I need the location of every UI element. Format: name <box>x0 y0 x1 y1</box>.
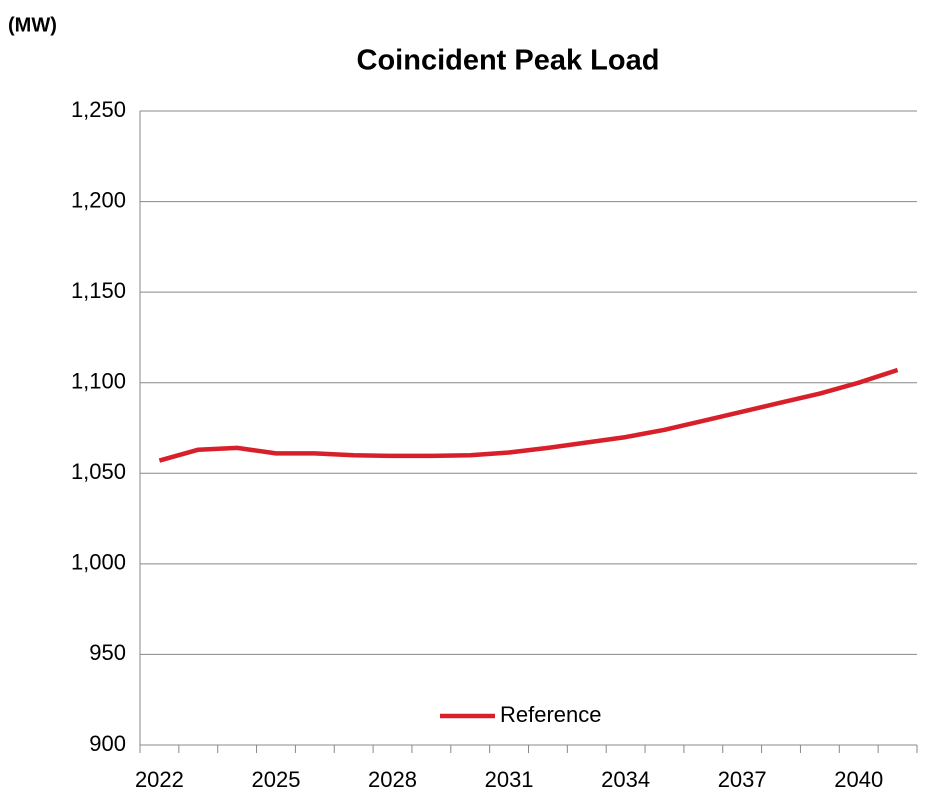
x-tick-label: 2022 <box>135 767 184 792</box>
y-axis-label: (MW) <box>8 14 57 36</box>
y-tick-label: 1,200 <box>71 187 126 212</box>
chart-title: Coincident Peak Load <box>357 45 660 77</box>
x-tick-label: 2028 <box>368 767 417 792</box>
legend-label: Reference <box>500 702 602 727</box>
y-tick-label: 1,000 <box>71 550 126 575</box>
x-tick-label: 2031 <box>485 767 534 792</box>
y-tick-label: 1,050 <box>71 459 126 484</box>
x-tick-label: 2034 <box>601 767 650 792</box>
y-tick-label: 900 <box>89 731 126 756</box>
line-series <box>158 367 899 463</box>
y-tick-label: 950 <box>89 640 126 665</box>
y-tick-label: 1,150 <box>71 278 126 303</box>
y-tick-label: 1,250 <box>71 97 126 122</box>
x-tick-label: 2025 <box>251 767 300 792</box>
x-tick-label: 2037 <box>718 767 767 792</box>
y-tick-label: 1,100 <box>71 369 126 394</box>
x-tick-label: 2040 <box>834 767 883 792</box>
